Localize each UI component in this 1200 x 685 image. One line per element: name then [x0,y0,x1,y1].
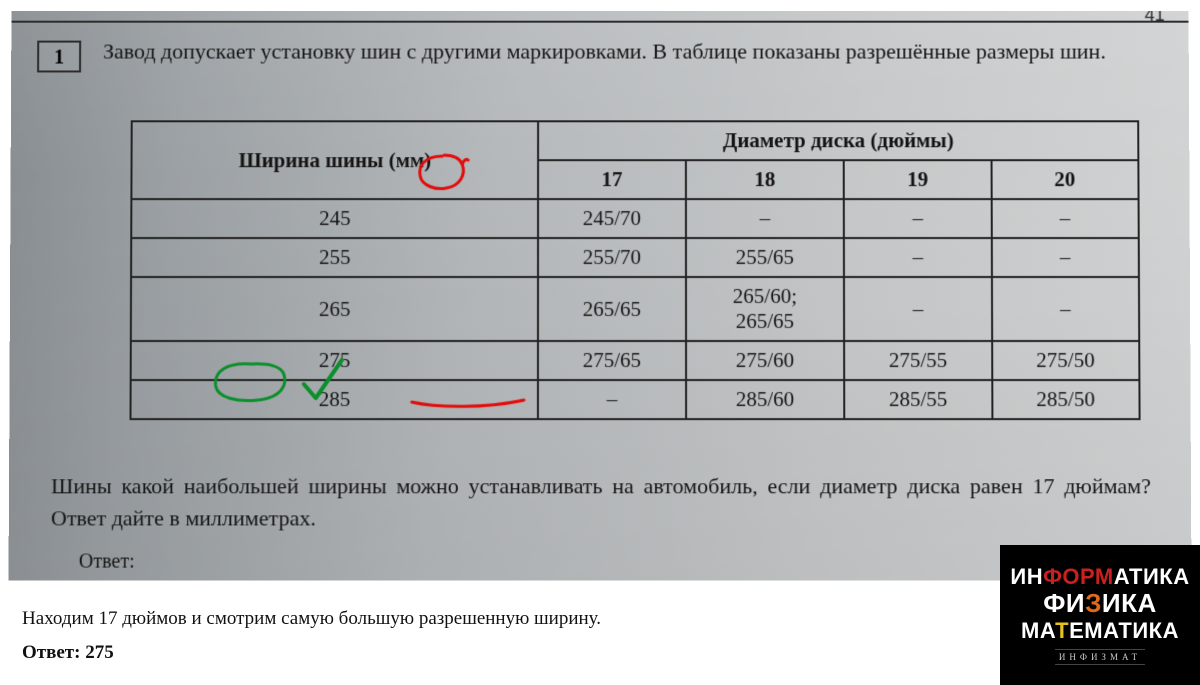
cell: 275/60 [686,341,845,380]
cell: 285/55 [844,380,992,419]
col-header-diameter: Диаметр диска (дюймы) [538,121,1138,160]
logo-l3-c: ЕМАТИКА [1069,618,1179,643]
cell: 255/65 [686,238,845,277]
cell: 285/50 [992,380,1140,419]
table-row: 245 245/70 – – – [131,199,1138,238]
logo-l1-c: АТИКА [1114,564,1190,589]
textbook-photo: 41 1 Завод допускает установку шин с дру… [9,11,1192,581]
logo-l2-a: ФИ [1043,588,1085,618]
cell: 255/70 [538,238,685,277]
col-20: 20 [991,160,1138,199]
tire-table: Ширина шины (мм) Диаметр диска (дюймы) 1… [129,120,1140,420]
cell: – [538,380,686,419]
row-width: 265 [131,277,538,341]
cell: – [991,238,1139,277]
col-17: 17 [538,160,685,199]
cell: – [991,199,1138,238]
row-width: 245 [131,199,538,238]
logo-subtitle: ИНФИЗМАТ [1055,649,1145,665]
question-paragraph: Шины какой наибольшей ширины можно устан… [51,470,1151,534]
cell: 285/60 [686,380,845,419]
table-row: 255 255/70 255/65 – – [131,238,1139,277]
page-number: 41 [1145,11,1165,26]
row-width: 255 [131,238,538,277]
page-top-rule [11,21,1188,23]
table-row: 275 275/65 275/60 275/55 275/50 [131,341,1140,380]
intro-paragraph: Завод допускает установку шин с другими … [103,37,1159,68]
cell: – [844,199,991,238]
cell: – [992,277,1140,341]
cell: 265/60; 265/65 [686,277,845,341]
logo-l2-b: З [1085,588,1102,618]
cell: 275/65 [538,341,685,380]
cell: 275/50 [992,341,1140,380]
cell: 265/65 [538,277,685,341]
table-row: 265 265/65 265/60; 265/65 – – [131,277,1139,341]
answer-label-photo: Ответ: [79,551,135,574]
cell: – [686,199,845,238]
table-header-row: Ширина шины (мм) Диаметр диска (дюймы) [132,121,1139,160]
col-header-width: Ширина шины (мм) [131,121,538,199]
channel-logo: ИНФОРМАТИКА ФИЗИКА МАТЕМАТИКА ИНФИЗМАТ [1000,545,1200,685]
row-width: 285 [130,380,538,419]
cell: 275/55 [844,341,992,380]
logo-line-3: МАТЕМАТИКА [1021,619,1179,644]
logo-line-2: ФИЗИКА [1043,589,1157,618]
cell: 245/70 [538,199,685,238]
logo-l2-c: ИКА [1102,588,1157,618]
logo-l1-b: ФОРМ [1043,564,1114,589]
col-19: 19 [844,160,991,199]
logo-line-1: ИНФОРМАТИКА [1010,565,1189,590]
tire-table-wrap: Ширина шины (мм) Диаметр диска (дюймы) 1… [129,120,1140,420]
table-row: 285 – 285/60 285/55 285/50 [130,380,1139,419]
col-18: 18 [686,160,845,199]
logo-l3-a: МА [1021,618,1055,643]
row-width: 275 [131,341,539,380]
cell: – [844,238,991,277]
logo-l3-b: Т [1055,618,1069,643]
logo-l1-a: ИН [1010,564,1043,589]
problem-number-box: 1 [37,41,81,73]
cell: – [844,277,992,341]
